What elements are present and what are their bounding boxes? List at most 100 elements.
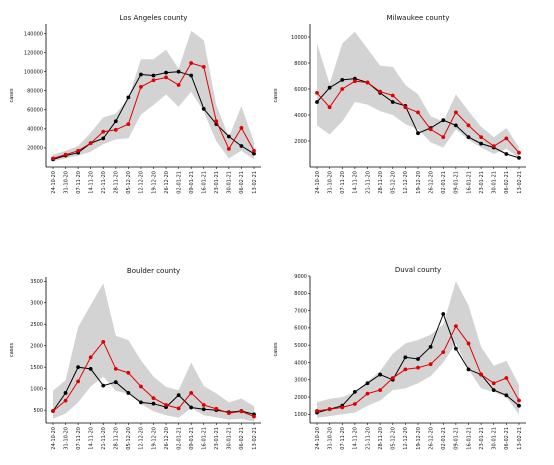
y-tick-label: 1000 bbox=[294, 412, 307, 418]
predicted-point bbox=[441, 135, 446, 140]
y-tick-label: 2000 bbox=[30, 344, 43, 350]
x-tick-label: 16-01-21 bbox=[466, 427, 472, 450]
x-tick-label: 26-12-20 bbox=[164, 171, 170, 194]
y-tick-label: 2000 bbox=[294, 139, 307, 145]
observed-point bbox=[517, 156, 521, 160]
predicted-point bbox=[139, 85, 143, 89]
observed-point bbox=[101, 383, 106, 388]
x-tick-label: 05-12-20 bbox=[126, 427, 132, 450]
observed-point bbox=[126, 391, 131, 395]
predicted-point bbox=[365, 391, 370, 396]
observed-point bbox=[176, 69, 181, 74]
predicted-point bbox=[63, 398, 68, 403]
y-tick-label: 3000 bbox=[294, 378, 307, 384]
observed-point bbox=[113, 380, 118, 385]
x-tick-label: 23-01-21 bbox=[479, 427, 485, 450]
panel-milwaukee: Milwaukee county 2000 4000 6000 8000 10000 cas… bbox=[273, 14, 526, 194]
y-tick-label: 6000 bbox=[294, 87, 307, 93]
uncertainty-band bbox=[317, 31, 519, 158]
x-tick-label: 12-12-20 bbox=[139, 427, 145, 450]
y-axis-label: cases bbox=[273, 342, 279, 356]
observed-point bbox=[466, 367, 471, 372]
x-tick-label: 21-11-20 bbox=[365, 427, 371, 450]
uncertainty-band bbox=[53, 30, 254, 162]
predicted-point bbox=[378, 388, 383, 393]
x-tick-label: 21-11-20 bbox=[365, 171, 371, 194]
x-tick-label: 31-10-20 bbox=[63, 171, 69, 194]
y-tick-label: 4000 bbox=[294, 360, 307, 366]
x-tick-label: 30-01-21 bbox=[227, 427, 233, 450]
predicted-point bbox=[428, 362, 433, 367]
observed-point bbox=[504, 152, 509, 156]
predicted-point bbox=[453, 110, 458, 115]
y-tick-label: 60000 bbox=[27, 108, 43, 114]
x-tick-label: 06-02-21 bbox=[239, 427, 245, 450]
x-tick-label: 31-10-20 bbox=[63, 427, 69, 450]
predicted-point bbox=[101, 129, 106, 134]
predicted-point bbox=[327, 407, 332, 412]
predicted-point bbox=[517, 150, 521, 155]
observed-point bbox=[101, 136, 106, 141]
observed-point bbox=[126, 95, 131, 100]
x-tick-label: 24-10-20 bbox=[315, 427, 321, 450]
predicted-point bbox=[88, 141, 93, 146]
observed-point bbox=[453, 123, 458, 128]
observed-point bbox=[491, 388, 496, 393]
observed-point bbox=[88, 366, 93, 371]
panel-duval: Duval county 1000 2000 3000 4000 5000 6000 7000… bbox=[273, 266, 526, 450]
predicted-point bbox=[327, 105, 332, 110]
predicted-point bbox=[441, 350, 446, 354]
predicted-point bbox=[76, 148, 81, 153]
chart-title: Los Angeles county bbox=[120, 14, 188, 22]
x-tick-label: 24-10-20 bbox=[51, 171, 57, 194]
y-tick-label: 4000 bbox=[294, 113, 307, 119]
x-tick-label: 16-01-21 bbox=[202, 427, 208, 450]
predicted-point bbox=[239, 409, 244, 414]
y-tick-label: 2500 bbox=[30, 322, 43, 328]
x-tick-label: 28-11-20 bbox=[378, 427, 384, 450]
predicted-point bbox=[63, 152, 68, 157]
observed-point bbox=[441, 312, 446, 316]
chart-title: Boulder county bbox=[127, 267, 180, 275]
x-tick-label: 21-11-20 bbox=[101, 427, 107, 450]
predicted-point bbox=[504, 136, 509, 141]
y-axis-label: cases bbox=[9, 343, 15, 357]
predicted-point bbox=[201, 403, 206, 407]
y-tick-label: 7000 bbox=[294, 308, 307, 314]
predicted-point bbox=[428, 127, 433, 132]
y-tick-label: 3500 bbox=[30, 279, 43, 285]
x-tick-label: 28-11-20 bbox=[114, 427, 120, 450]
x-tick-label: 09-01-21 bbox=[454, 427, 460, 450]
observed-point bbox=[466, 135, 471, 140]
x-tick-label: 30-01-21 bbox=[492, 427, 498, 450]
y-tick-label: 3000 bbox=[30, 301, 43, 307]
observed-point bbox=[416, 357, 420, 361]
observed-point bbox=[201, 407, 206, 412]
predicted-point bbox=[352, 79, 357, 84]
observed-point bbox=[352, 76, 357, 81]
x-tick-label: 05-12-20 bbox=[391, 171, 397, 194]
x-tick-label: 12-12-20 bbox=[403, 427, 409, 450]
predicted-point bbox=[466, 123, 471, 128]
observed-point bbox=[151, 401, 156, 406]
predicted-point bbox=[479, 372, 484, 377]
x-tick-label: 24-10-20 bbox=[315, 171, 321, 194]
predicted-point bbox=[226, 146, 231, 151]
predicted-point bbox=[315, 91, 319, 95]
observed-point bbox=[139, 400, 143, 405]
x-tick-label: 23-01-21 bbox=[479, 171, 485, 194]
predicted-point bbox=[226, 411, 231, 416]
x-tick-label: 09-01-21 bbox=[189, 427, 195, 450]
predicted-point bbox=[201, 65, 206, 69]
x-tick-label: 12-12-20 bbox=[139, 171, 145, 194]
x-tick-label: 02-01-21 bbox=[176, 427, 182, 450]
y-tick-label: 8000 bbox=[294, 291, 307, 297]
predicted-point bbox=[340, 405, 345, 410]
observed-point bbox=[453, 346, 458, 351]
x-tick-label: 23-01-21 bbox=[214, 427, 220, 450]
x-tick-label: 26-12-20 bbox=[428, 171, 434, 194]
predicted-point bbox=[113, 366, 118, 371]
x-tick-label: 06-02-21 bbox=[504, 427, 510, 450]
x-tick-label: 09-01-21 bbox=[189, 171, 195, 194]
